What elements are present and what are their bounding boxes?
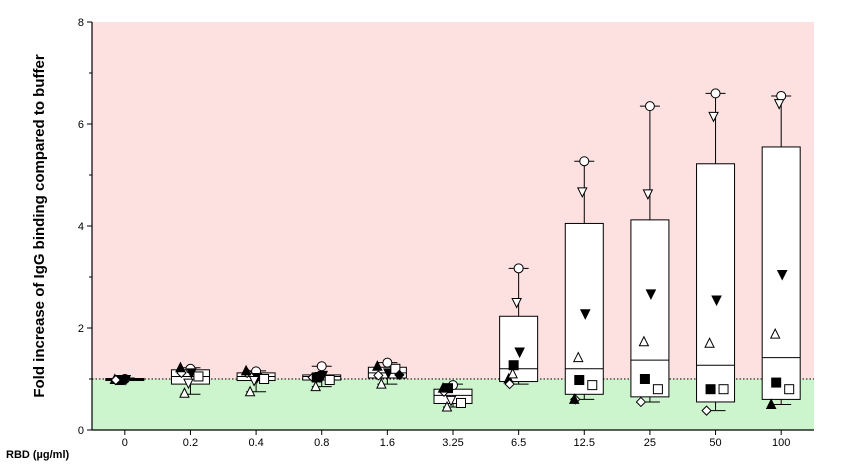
marker-square	[259, 374, 270, 384]
x-tick-label: 100	[772, 437, 790, 449]
y-tick-label: 8	[78, 17, 84, 29]
y-tick-label: 6	[78, 119, 84, 131]
marker-tri-up	[572, 351, 584, 363]
marker-tri-down	[642, 189, 654, 200]
marker-square	[784, 384, 795, 395]
marker-square-filled	[705, 384, 716, 395]
marker-tri-up-filled	[175, 361, 186, 373]
marker-tri-down-filled	[645, 289, 657, 300]
marker-tri-up-filled	[372, 360, 383, 371]
y-tick-label: 0	[78, 425, 84, 437]
marker-tri-down	[708, 111, 719, 123]
marker-tri-up	[638, 335, 650, 347]
y-tick-label: 4	[78, 221, 84, 233]
marker-square	[193, 371, 204, 382]
marker-square	[456, 397, 466, 408]
marker-tri-down-filled	[579, 309, 591, 320]
marker-tri-up-filled	[240, 364, 252, 376]
x-tick-label: 0	[122, 437, 128, 449]
marker-diamond	[373, 370, 384, 381]
marker-tri-down	[445, 395, 457, 407]
x-axis-title: RBD (µg/ml)	[6, 449, 70, 461]
x-tick-label: 1.6	[380, 437, 395, 449]
marker-tri-down-filled	[711, 295, 722, 307]
background-band-0	[92, 22, 814, 379]
points-layer	[109, 88, 795, 416]
marker-tri-down	[248, 376, 260, 387]
marker-square	[587, 380, 598, 391]
marker-tri-down-filled	[317, 370, 329, 382]
x-tick-label: 0.8	[314, 437, 329, 449]
marker-circle	[710, 88, 721, 99]
marker-square-filled	[771, 377, 782, 388]
marker-square-filled	[508, 360, 519, 371]
axes-layer: 0 2 4 6 8 0 0.2 0.4 0.8 1.6 3.25 6.5 12.5 25 50 100	[78, 17, 814, 449]
marker-tri-down	[773, 99, 785, 110]
marker-diamond	[110, 374, 122, 386]
marker-tri-up	[441, 400, 453, 412]
marker-tri-up-filled	[437, 382, 449, 393]
marker-tri-up-filled	[568, 393, 580, 404]
marker-tri-up	[179, 387, 190, 398]
x-tick-label: 3.25	[442, 437, 463, 449]
marker-tri-down-filled	[776, 269, 788, 281]
marker-tri-down	[576, 187, 588, 198]
marker-tri-up-filled	[765, 398, 777, 409]
marker-diamond	[635, 396, 647, 408]
box-body	[630, 219, 670, 398]
marker-tri-down	[511, 298, 522, 309]
y-tick-label: 2	[78, 323, 84, 335]
marker-tri-down-filled	[514, 347, 525, 359]
marker-tri-up	[376, 377, 387, 389]
marker-circle	[513, 263, 524, 274]
y-axis-title: Fold increase of IgG binding compared to…	[31, 54, 48, 398]
marker-square-filled	[639, 374, 650, 384]
marker-square	[324, 375, 335, 386]
marker-circle	[579, 156, 590, 167]
x-tick-label: 0.2	[183, 437, 198, 449]
x-tick-label: 12.5	[574, 437, 595, 449]
marker-circle	[382, 357, 393, 368]
marker-tri-up	[507, 367, 518, 379]
marker-circle	[644, 101, 655, 112]
marker-tri-up	[769, 328, 781, 339]
x-tick-label: 50	[709, 437, 721, 449]
box-body	[564, 222, 604, 395]
x-tick-label: 25	[644, 437, 656, 449]
marker-diamond	[504, 378, 515, 390]
marker-tri-up	[310, 380, 322, 392]
marker-tri-up	[704, 337, 715, 348]
box-50	[696, 92, 736, 412]
marker-diamond	[701, 405, 712, 416]
marker-square	[652, 384, 663, 395]
x-tick-label: 0.4	[248, 437, 263, 449]
marker-square	[718, 384, 729, 395]
marker-diamond-filled	[394, 369, 405, 381]
marker-tri-up	[244, 385, 256, 397]
marker-tri-down	[183, 378, 194, 390]
marker-square	[390, 363, 401, 374]
marker-circle	[316, 361, 327, 372]
marker-square-filled	[574, 375, 585, 386]
box-body	[696, 163, 736, 403]
x-tick-label: 6.5	[511, 437, 526, 449]
box-25	[630, 105, 670, 403]
